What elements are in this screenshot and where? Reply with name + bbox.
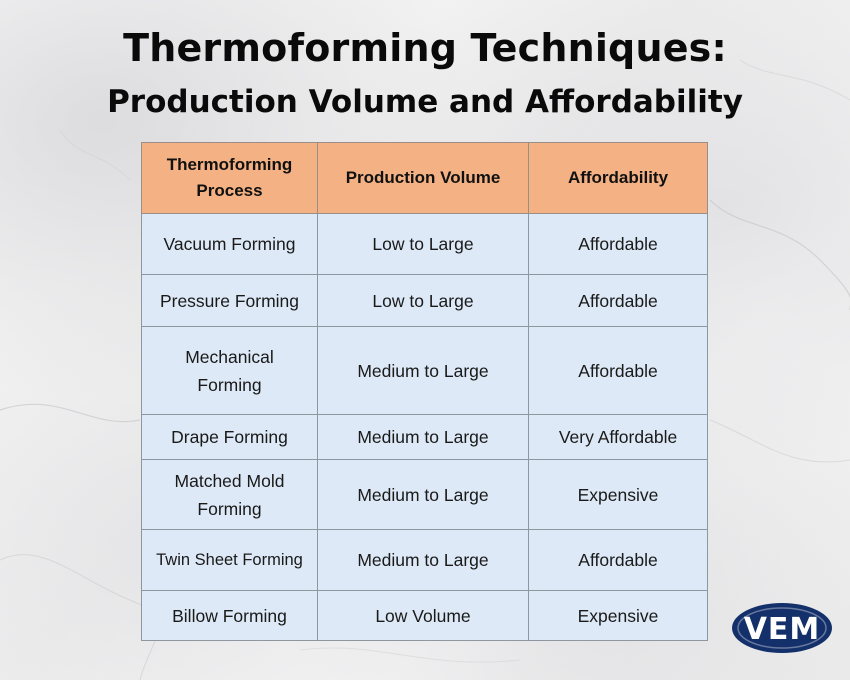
cell-volume: Low Volume <box>317 590 529 641</box>
page-subtitle: Production Volume and Affordability <box>107 84 743 120</box>
vem-logo: VEM <box>732 603 832 653</box>
cell-volume: Medium to Large <box>317 326 529 415</box>
table-row: Billow Forming Low Volume Expensive <box>141 590 708 641</box>
cell-process-text: Twin Sheet Forming <box>156 550 303 569</box>
header-production-volume: Production Volume <box>317 142 529 214</box>
cell-process: Vacuum Forming <box>141 213 318 275</box>
cell-process: Mechanical Forming <box>141 326 318 415</box>
cell-process: Matched Mold Forming <box>141 459 318 530</box>
cell-affordability: Very Affordable <box>528 414 708 460</box>
table-row: Drape Forming Medium to Large Very Affor… <box>141 414 708 460</box>
comparison-table: Thermoforming Process Production Volume … <box>141 142 708 641</box>
page-title: Thermoforming Techniques: <box>123 26 727 70</box>
cell-process: Drape Forming <box>141 414 318 460</box>
table-header-row: Thermoforming Process Production Volume … <box>141 142 708 214</box>
cell-affordability: Affordable <box>528 274 708 327</box>
cell-process-text: Matched Mold Forming <box>174 470 285 519</box>
table-row: Pressure Forming Low to Large Affordable <box>141 274 708 327</box>
cell-volume: Low to Large <box>317 213 529 275</box>
logo-text: VEM <box>744 612 821 647</box>
header-process: Thermoforming Process <box>141 142 318 214</box>
cell-process-text: Mechanical Forming <box>185 346 274 395</box>
cell-affordability: Affordable <box>528 326 708 415</box>
table-row: Vacuum Forming Low to Large Affordable <box>141 213 708 275</box>
table-row: Mechanical Forming Medium to Large Affor… <box>141 326 708 415</box>
cell-affordability: Expensive <box>528 590 708 641</box>
cell-volume: Medium to Large <box>317 529 529 591</box>
table-row: Twin Sheet Forming Medium to Large Affor… <box>141 529 708 591</box>
cell-process: Twin Sheet Forming <box>141 529 318 591</box>
header-affordability: Affordability <box>528 142 708 214</box>
cell-volume: Medium to Large <box>317 414 529 460</box>
cell-affordability: Affordable <box>528 213 708 275</box>
table-row: Matched Mold Forming Medium to Large Exp… <box>141 459 708 530</box>
cell-affordability: Expensive <box>528 459 708 530</box>
cell-affordability: Affordable <box>528 529 708 591</box>
cell-volume: Medium to Large <box>317 459 529 530</box>
cell-process: Pressure Forming <box>141 274 318 327</box>
cell-process: Billow Forming <box>141 590 318 641</box>
cell-volume: Low to Large <box>317 274 529 327</box>
